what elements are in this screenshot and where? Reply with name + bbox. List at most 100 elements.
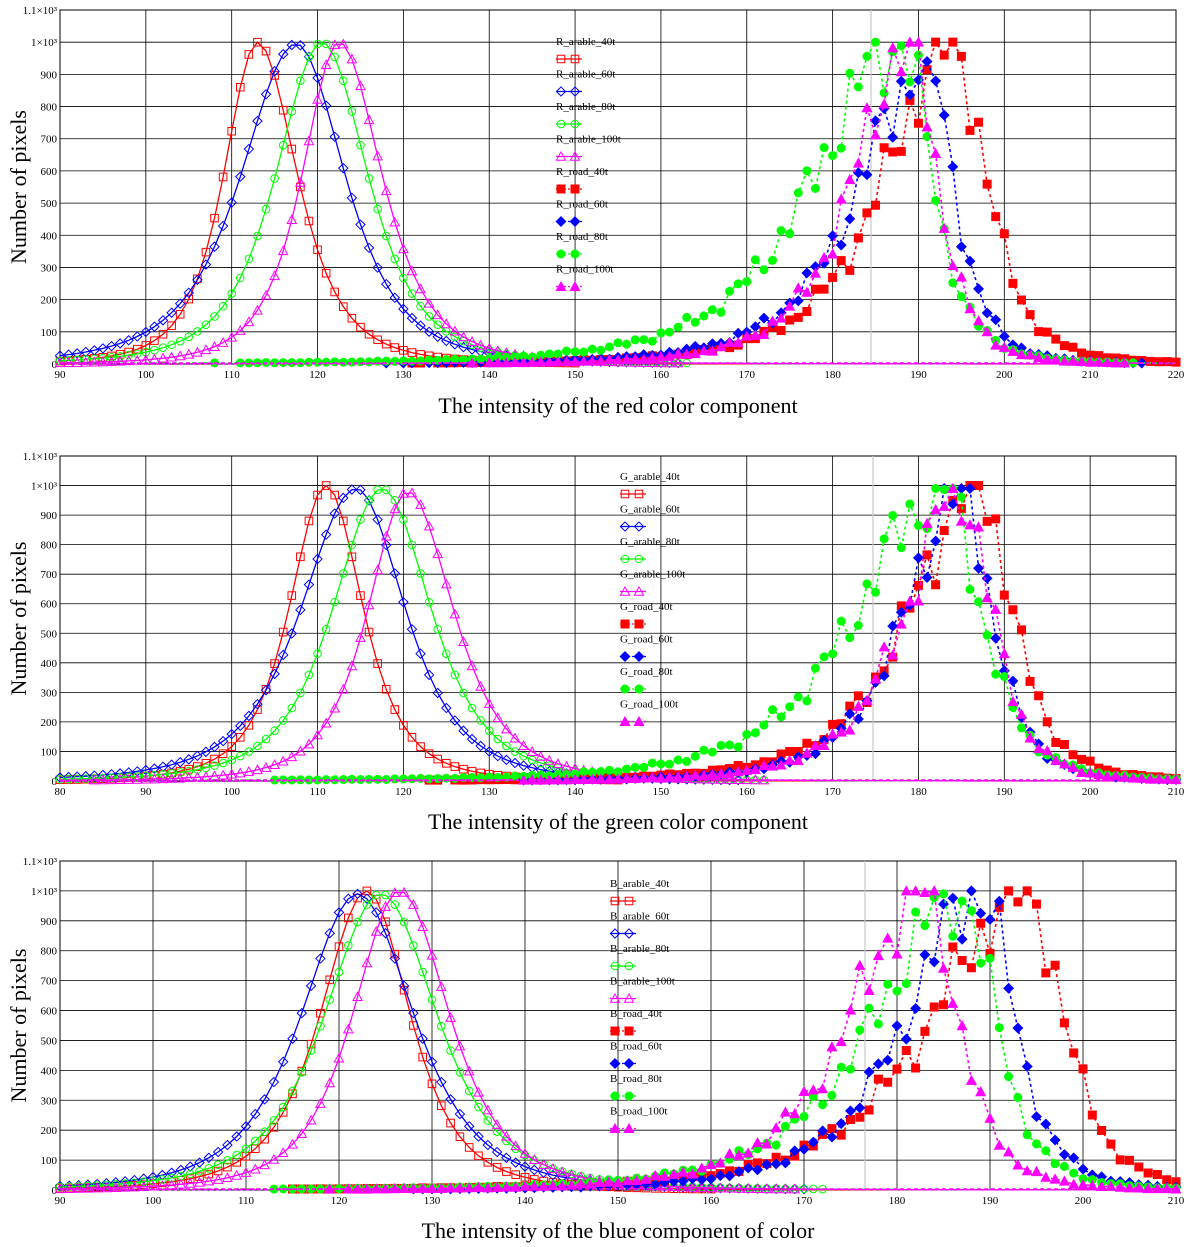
data-point bbox=[71, 356, 83, 367]
data-point bbox=[380, 185, 392, 196]
data-point bbox=[277, 48, 289, 60]
data-point bbox=[510, 747, 520, 756]
data-point bbox=[965, 125, 975, 135]
data-point bbox=[595, 355, 607, 366]
data-point bbox=[381, 890, 390, 900]
data-point bbox=[502, 741, 511, 751]
data-point bbox=[964, 255, 976, 267]
data-point bbox=[947, 260, 959, 271]
data-point bbox=[892, 1064, 902, 1074]
data-point bbox=[1042, 327, 1052, 337]
data-point bbox=[578, 773, 590, 784]
data-point bbox=[809, 267, 821, 278]
data-point bbox=[844, 173, 856, 185]
data-point bbox=[437, 1101, 446, 1110]
data-point bbox=[873, 1074, 883, 1084]
data-point bbox=[819, 652, 829, 662]
data-point bbox=[896, 41, 906, 51]
data-point bbox=[931, 580, 941, 590]
data-point bbox=[454, 1182, 466, 1193]
data-point bbox=[896, 146, 906, 156]
data-point bbox=[1016, 723, 1026, 733]
data-point bbox=[921, 56, 933, 67]
legend-marker bbox=[569, 150, 581, 161]
data-point bbox=[861, 102, 873, 113]
data-point bbox=[204, 1164, 214, 1173]
data-point bbox=[88, 356, 100, 367]
data-point bbox=[759, 265, 769, 275]
y-tick-label: 1×10³ bbox=[31, 481, 58, 493]
data-point bbox=[435, 1182, 447, 1193]
legend-marker bbox=[620, 684, 630, 694]
x-tick-label: 120 bbox=[395, 786, 412, 798]
data-point bbox=[433, 754, 443, 764]
data-point bbox=[749, 763, 761, 775]
data-point bbox=[389, 216, 401, 227]
data-point bbox=[827, 728, 839, 739]
data-point bbox=[492, 712, 504, 722]
data-point bbox=[785, 229, 795, 239]
y-tick-label: 900 bbox=[41, 69, 58, 81]
data-point bbox=[964, 519, 976, 530]
data-point bbox=[1021, 1061, 1033, 1072]
data-point bbox=[277, 1056, 289, 1068]
data-point bbox=[390, 254, 400, 264]
data-point bbox=[622, 764, 632, 774]
data-point bbox=[518, 760, 529, 771]
data-point bbox=[845, 68, 855, 78]
data-point bbox=[356, 515, 365, 524]
legend-marker bbox=[624, 1091, 634, 1101]
data-point bbox=[990, 339, 1002, 350]
data-point bbox=[321, 624, 331, 634]
data-point bbox=[54, 772, 66, 783]
data-point bbox=[107, 773, 116, 783]
data-point bbox=[741, 330, 753, 341]
data-point bbox=[802, 166, 812, 176]
data-point bbox=[878, 98, 890, 109]
data-point bbox=[432, 548, 444, 559]
data-point bbox=[1115, 1155, 1125, 1165]
data-point bbox=[872, 1058, 884, 1070]
data-point bbox=[1068, 1178, 1080, 1189]
data-point bbox=[1118, 771, 1131, 782]
legend-label: G_arable_80t bbox=[620, 536, 680, 548]
data-point bbox=[175, 310, 185, 319]
data-point bbox=[232, 1150, 241, 1160]
data-point bbox=[1105, 1180, 1117, 1191]
data-point bbox=[337, 38, 349, 49]
data-point bbox=[325, 995, 335, 1004]
data-point bbox=[547, 1163, 559, 1174]
data-point bbox=[826, 1131, 838, 1143]
legend-marker bbox=[633, 585, 645, 596]
y-tick-label: 900 bbox=[41, 510, 58, 522]
data-point bbox=[775, 312, 787, 323]
data-point bbox=[888, 510, 898, 520]
x-axis-label: The intensity of the green color compone… bbox=[428, 809, 808, 834]
data-point bbox=[492, 750, 504, 762]
data-point bbox=[304, 216, 314, 226]
data-point bbox=[235, 171, 246, 182]
data-point bbox=[566, 1169, 577, 1180]
data-point bbox=[312, 93, 323, 104]
data-point bbox=[887, 620, 899, 632]
data-point bbox=[466, 344, 478, 355]
legend-marker bbox=[619, 585, 631, 596]
data-point bbox=[529, 1164, 540, 1176]
data-point bbox=[999, 672, 1009, 682]
data-point bbox=[380, 927, 391, 939]
data-point bbox=[261, 46, 271, 56]
data-point bbox=[407, 733, 417, 742]
legend-label: G_road_100t bbox=[620, 699, 678, 711]
y-tick-label: 500 bbox=[41, 628, 58, 640]
data-point bbox=[1050, 960, 1060, 970]
data-point bbox=[604, 765, 614, 775]
data-point bbox=[810, 663, 820, 673]
data-point bbox=[882, 1054, 894, 1066]
data-point bbox=[560, 355, 573, 367]
data-point bbox=[1093, 768, 1105, 780]
data-point bbox=[668, 1175, 680, 1187]
data-point bbox=[277, 649, 289, 661]
data-point bbox=[1069, 1168, 1079, 1178]
data-point bbox=[528, 1180, 540, 1191]
legend-marker bbox=[633, 651, 645, 662]
